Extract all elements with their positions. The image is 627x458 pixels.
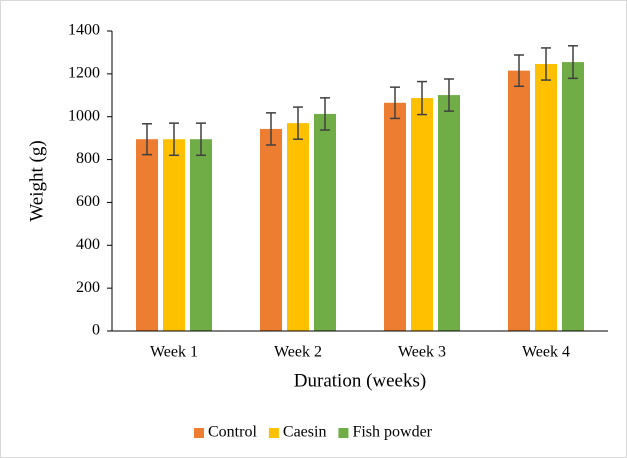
bar bbox=[287, 123, 309, 332]
legend-label: Caesin bbox=[283, 424, 327, 441]
legend-swatch bbox=[194, 428, 204, 438]
x-tick-label: Week 3 bbox=[398, 344, 446, 361]
y-tick-label: 1400 bbox=[68, 22, 100, 39]
bar bbox=[314, 113, 336, 331]
legend-label: Control bbox=[208, 424, 257, 441]
legend-swatch bbox=[338, 428, 349, 438]
bar bbox=[438, 95, 460, 331]
bar bbox=[562, 62, 584, 331]
bar bbox=[190, 139, 212, 331]
y-tick-label: 600 bbox=[76, 193, 100, 210]
bar bbox=[508, 70, 530, 332]
bar bbox=[163, 139, 185, 331]
bar bbox=[260, 128, 282, 331]
bar bbox=[411, 98, 433, 331]
y-tick-label: 1200 bbox=[68, 65, 100, 82]
legend-label: Fish powder bbox=[352, 424, 432, 441]
y-tick-label: 800 bbox=[76, 150, 100, 167]
x-tick-label: Week 2 bbox=[274, 344, 322, 361]
legend-swatch bbox=[268, 428, 279, 438]
y-tick-label: 400 bbox=[76, 236, 100, 253]
x-axis-label: Duration (weeks) bbox=[294, 370, 426, 391]
bar bbox=[535, 64, 557, 331]
y-tick-label: 0 bbox=[92, 322, 100, 339]
y-axis-label: Weight (g) bbox=[26, 140, 47, 221]
x-tick-label: Week 1 bbox=[150, 344, 198, 361]
bar bbox=[384, 102, 406, 332]
x-tick-label: Week 4 bbox=[522, 344, 570, 361]
y-tick-label: 1000 bbox=[68, 107, 100, 124]
bar bbox=[136, 139, 158, 331]
y-tick-label: 200 bbox=[76, 279, 100, 296]
